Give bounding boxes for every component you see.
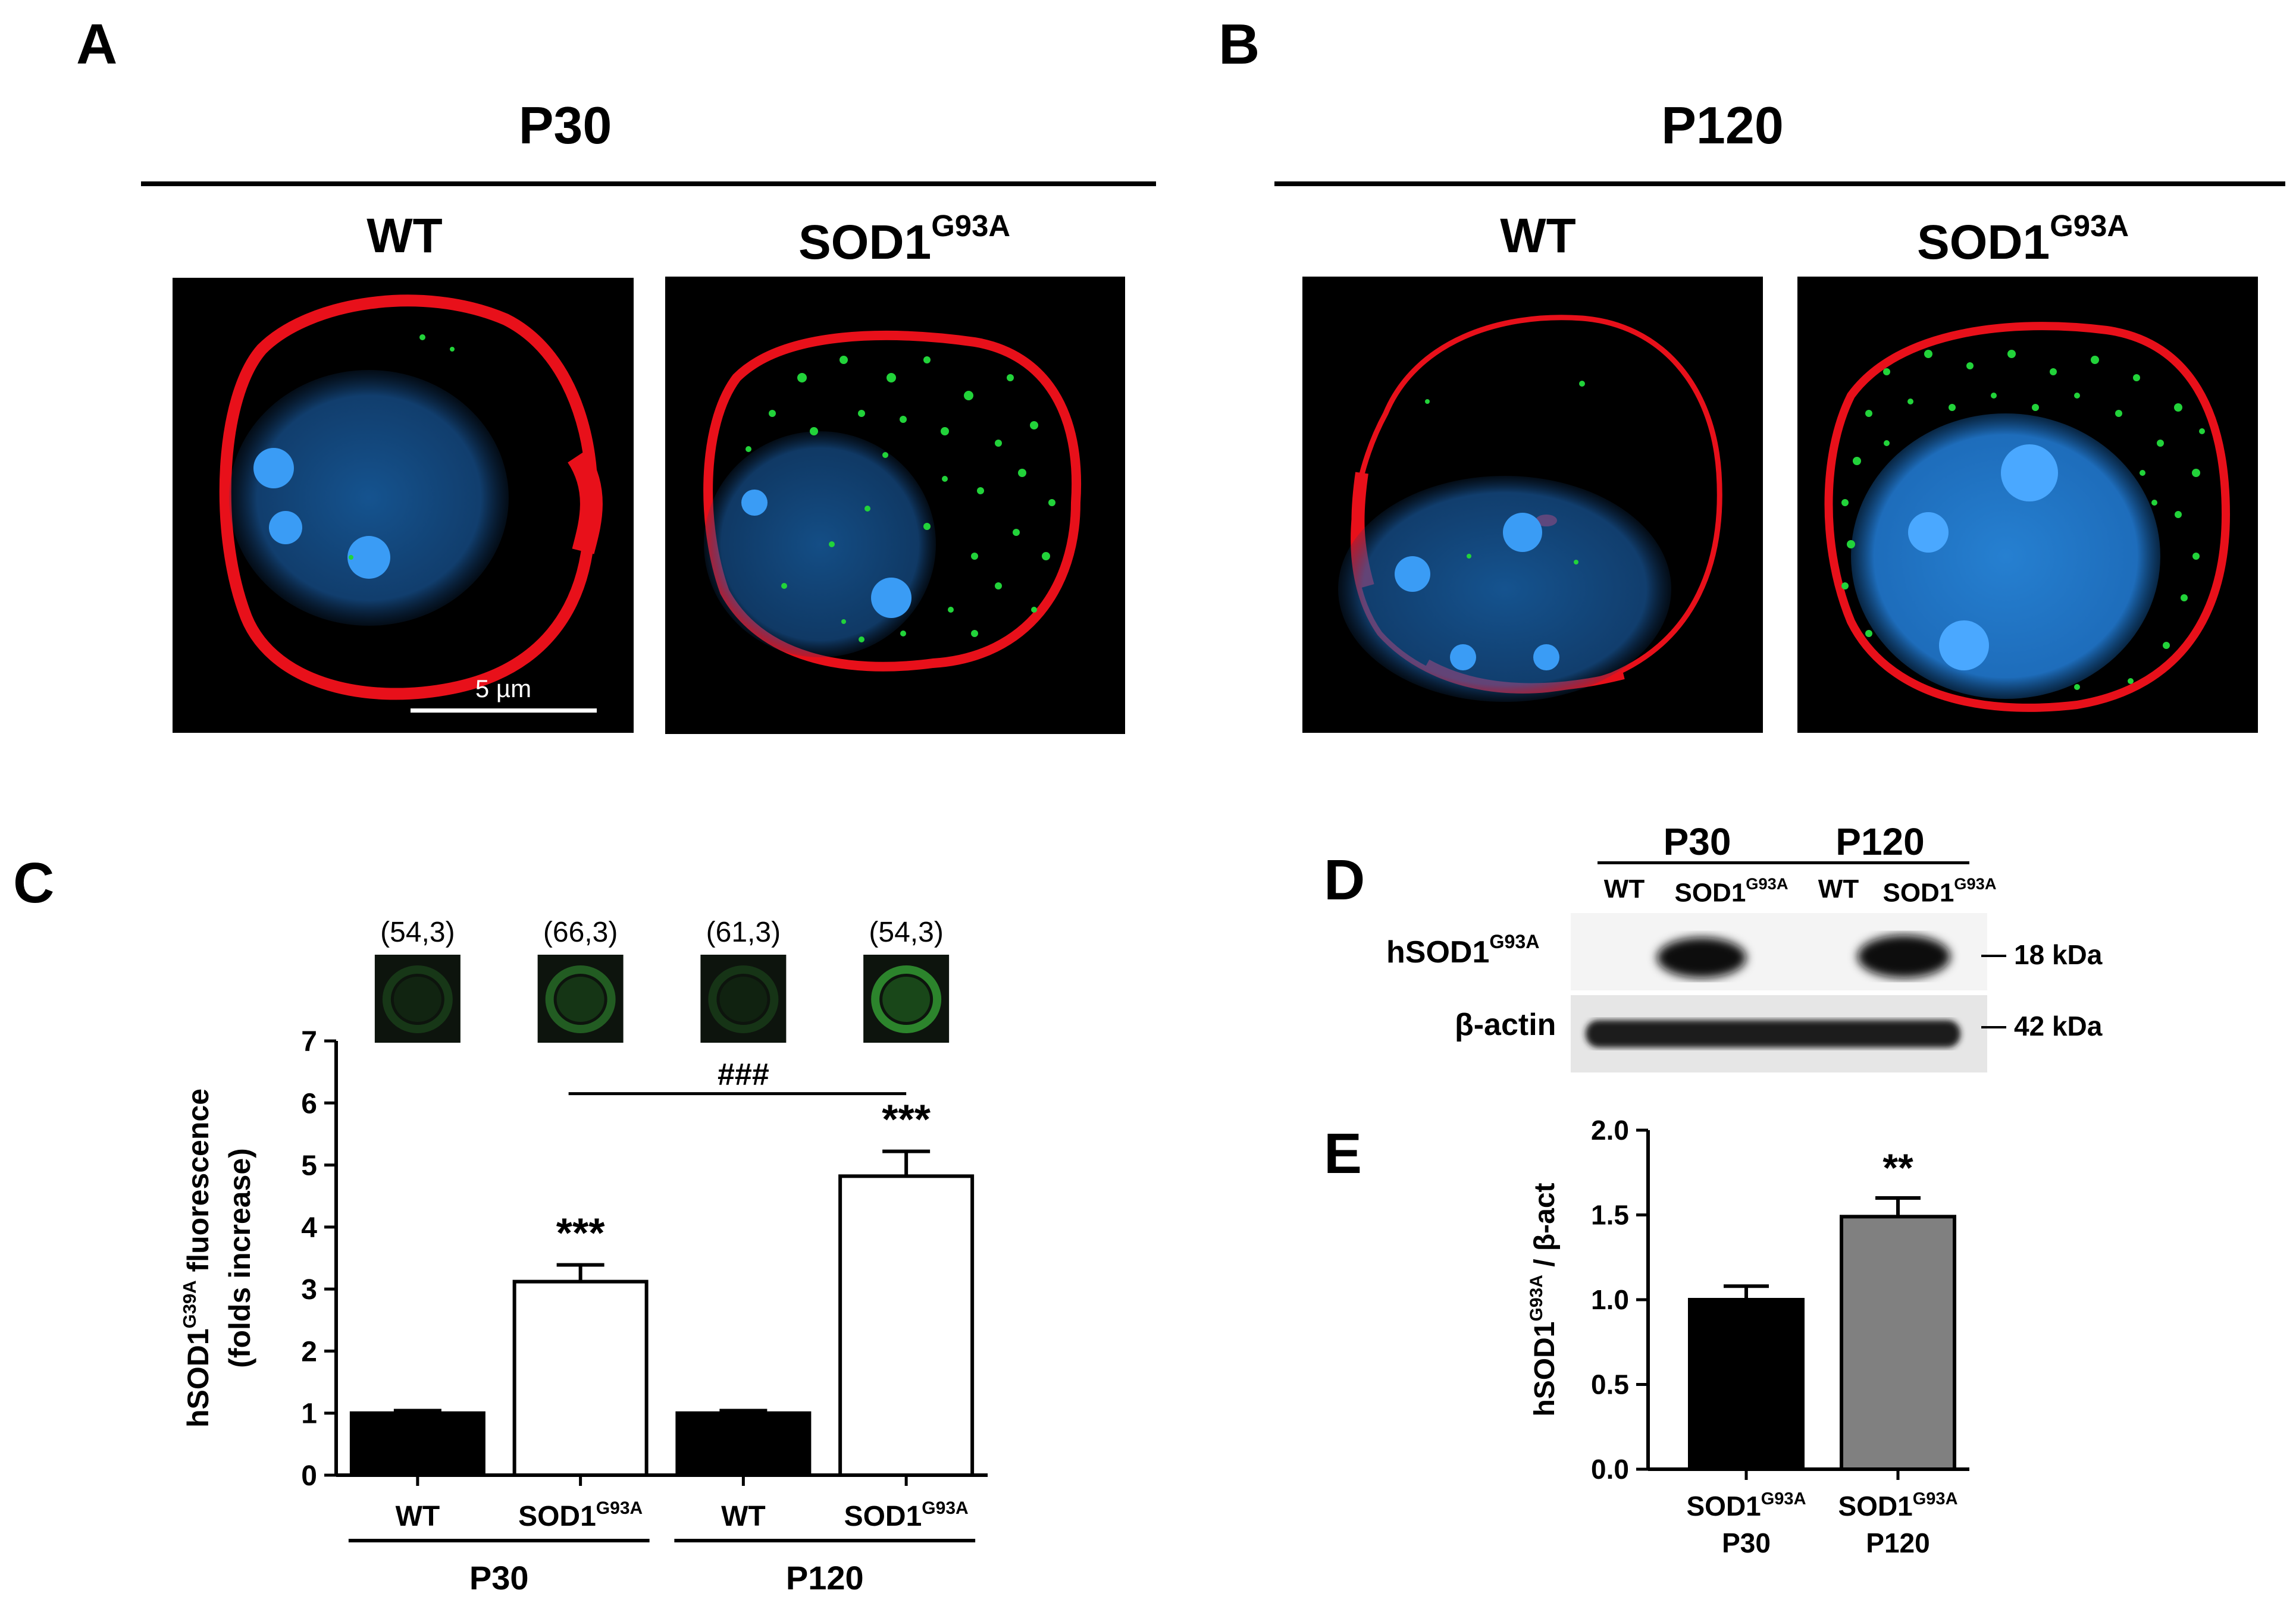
chart-e-xtick-label-line2: P120: [1866, 1528, 1929, 1558]
blot-group-p120-line: [1791, 861, 1969, 864]
chart-c-ytick-label: 5: [301, 1150, 317, 1182]
chart-c-thumbnail: [374, 955, 461, 1043]
band-hsod1-p120: [1858, 935, 1950, 978]
micrograph-b-wt-image: [1338, 315, 1722, 702]
chart-e-xtick-label: SOD1G93A: [1686, 1489, 1806, 1522]
blot-row-actin-label: β-actin: [1455, 1008, 1556, 1042]
chart-e-bar: [1840, 1215, 1956, 1471]
micrograph-a-sod1: [665, 277, 1125, 734]
micrograph-a-wt-image: 5 µm: [219, 294, 603, 713]
lane-4-label: SOD1G93A: [1882, 874, 1997, 908]
chart-c-ytick-label: 2: [301, 1336, 317, 1368]
chart-c-bar: [512, 1279, 649, 1478]
chart-e-ylabel: hSOD1G93A / β-act: [1527, 1183, 1561, 1416]
chart-e-ytick-label: 1.5: [1591, 1200, 1629, 1231]
chart-c-ytick-label: 4: [301, 1212, 317, 1244]
chart-c-thumbnail-cell: [871, 965, 942, 1033]
chart-c-count-label: (54,3): [380, 917, 455, 948]
chart-e-ytick-label: 0.0: [1591, 1454, 1629, 1485]
chart-c-thumbnail-fill: [719, 977, 768, 1022]
panel-d-letter: D: [1324, 848, 1365, 912]
chart-c-thumbnail-fill: [393, 977, 441, 1022]
marker-tick-42: [1981, 1026, 2006, 1028]
marker-18kda: 18 kDa: [2014, 939, 2103, 970]
chart-e-significance: **: [1882, 1146, 1913, 1190]
band-actin: [1586, 1020, 1960, 1047]
chart-c-ytick-label: 0: [301, 1460, 317, 1492]
chart-c: 0 1 2 3 4 5 6 7 hSOD1G39A fluorescence (folds inc…: [179, 917, 988, 1597]
chart-e-ytick-label: 0.5: [1591, 1369, 1629, 1400]
chart-c-comparison-label: ###: [718, 1058, 769, 1092]
panel-b-divider: [1274, 181, 2285, 186]
panel-c-letter: C: [13, 851, 55, 915]
chart-c-thumbnail-cell: [382, 965, 453, 1033]
chart-c-thumbnail: [700, 955, 787, 1043]
chart-c-count-label: (54,3): [869, 917, 943, 948]
chart-c-ylabel: hSOD1G39A fluorescence: [179, 1089, 215, 1428]
lane-3-label: WT: [1818, 874, 1859, 904]
chart-c-ytick-label: 6: [301, 1088, 317, 1119]
chart-c-group-label: P120: [786, 1559, 864, 1597]
blot-group-p30-line: [1598, 861, 1797, 864]
band-hsod1-p30: [1657, 937, 1746, 978]
panel-b-sod1-label: SOD1G93A: [1916, 209, 2129, 270]
chart-c-bar: [838, 1174, 975, 1477]
chart-c-ytick-label: 3: [301, 1274, 317, 1306]
chart-c-thumbnail-fill: [556, 977, 604, 1022]
chart-c-thumbnail: [537, 955, 624, 1043]
chart-c-xtick-label: WT: [721, 1501, 766, 1532]
micrograph-b-wt: [1302, 277, 1763, 733]
marker-tick-18: [1981, 955, 2006, 957]
chart-c-significance: ***: [556, 1209, 605, 1256]
chart-c-xtick-label: SOD1G93A: [844, 1498, 969, 1532]
chart-c-thumbnail-fill: [882, 977, 931, 1022]
panel-e-letter: E: [1324, 1122, 1362, 1185]
micrograph-a-sod1-image: [703, 330, 1081, 672]
panel-a-divider: [141, 181, 1156, 186]
chart-c-count-label: (66,3): [543, 917, 618, 948]
chart-c-xtick-label: SOD1G93A: [518, 1498, 643, 1532]
panel-a-title: P30: [518, 96, 612, 155]
scale-bar-label: 5 µm: [475, 675, 531, 702]
blot-group-p120: P120: [1835, 820, 1925, 863]
chart-c-ylabel-line2: (folds increase): [223, 1148, 256, 1368]
panel-b-wt-label: WT: [1500, 209, 1576, 263]
chart-e-xtick-label: SOD1G93A: [1838, 1489, 1957, 1522]
lane-2-label: SOD1G93A: [1674, 874, 1788, 908]
chart-e: 0.0 0.5 1.0 1.5 2.0 hSOD1G93A / β-act SOD1G93A…: [1527, 1115, 1969, 1558]
chart-c-significance: ***: [882, 1096, 931, 1143]
panel-a-wt-label: WT: [367, 209, 443, 263]
chart-c-group-label: P30: [469, 1559, 529, 1597]
chart-c-ytick-label: 1: [301, 1398, 317, 1430]
chart-c-bar: [675, 1411, 812, 1478]
marker-42kda: 42 kDa: [2014, 1011, 2103, 1042]
chart-e-ytick-label: 1.0: [1591, 1284, 1629, 1315]
chart-c-bar: [349, 1411, 485, 1478]
chart-e-ytick-label: 2.0: [1591, 1115, 1629, 1146]
chart-c-xtick-label: WT: [396, 1501, 440, 1532]
blot-row-hsod1-label: hSOD1G93A: [1386, 931, 1540, 970]
chart-c-thumbnail-cell: [545, 965, 616, 1033]
chart-c-count-label: (61,3): [706, 917, 781, 948]
chart-e-bar: [1688, 1298, 1805, 1471]
blot-group-p30: P30: [1663, 820, 1731, 863]
micrograph-a-wt: 5 µm: [173, 278, 634, 733]
micrograph-b-sod1-image: [1824, 322, 2230, 712]
lane-1-label: WT: [1603, 874, 1645, 904]
chart-c-ytick-label: 7: [301, 1026, 317, 1058]
chart-c-thumbnail-cell: [708, 965, 779, 1033]
chart-e-xtick-label-line2: P30: [1722, 1528, 1771, 1558]
panel-a-sod1-label: SOD1G93A: [798, 209, 1011, 270]
western-blot: [1571, 913, 1987, 1072]
panel-b-title: P120: [1661, 96, 1784, 155]
panel-b-letter: B: [1219, 12, 1260, 76]
micrograph-b-sod1: [1797, 277, 2258, 733]
panel-a-letter: A: [76, 12, 118, 76]
